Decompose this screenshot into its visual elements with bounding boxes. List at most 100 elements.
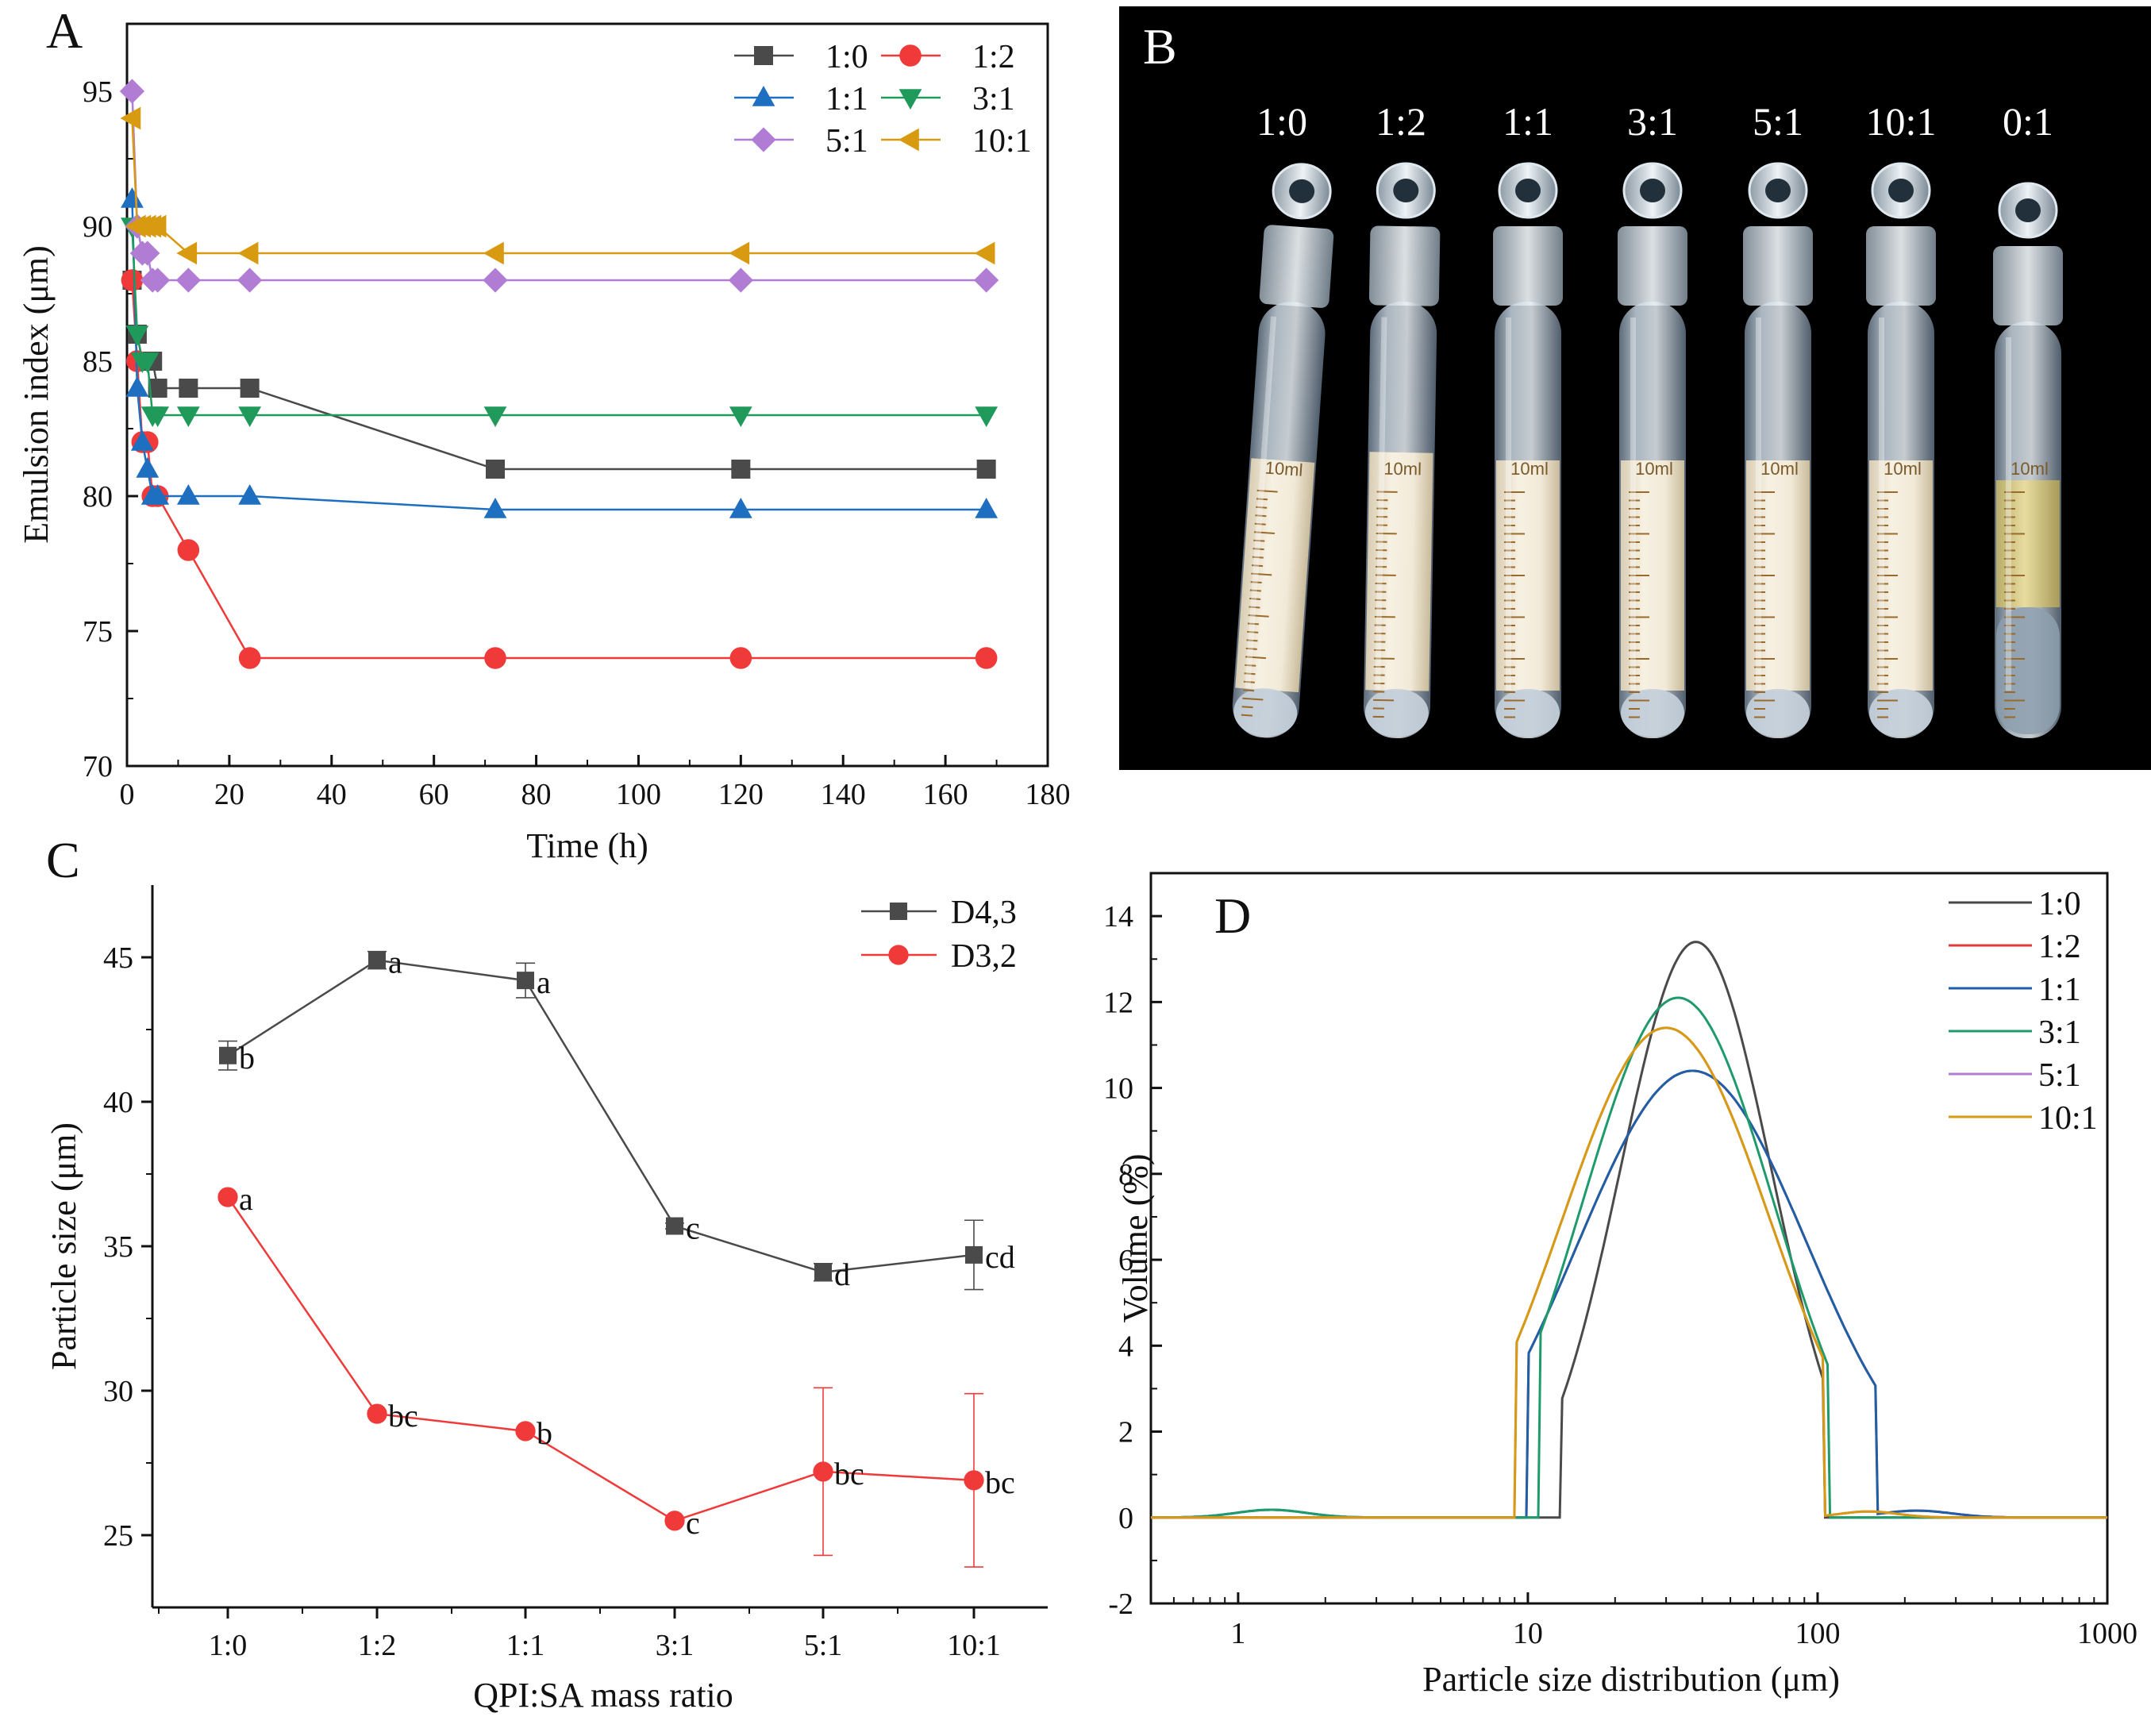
data-point xyxy=(729,498,752,518)
legend-label: 1:2 xyxy=(972,39,1015,75)
graduation-mark xyxy=(1256,489,1278,493)
y-tick-label: 12 xyxy=(1103,986,1133,1019)
volume-label: 10ml xyxy=(1264,458,1303,480)
data-point xyxy=(965,1245,983,1264)
y-tick-label: 14 xyxy=(1103,900,1133,933)
stopper-neck xyxy=(1493,226,1563,306)
y-tick-label: 6 xyxy=(1118,1244,1133,1277)
tube-label: 1:0 xyxy=(1256,99,1307,144)
data-point xyxy=(731,460,751,479)
data-point xyxy=(145,268,171,293)
y-tick-label: 95 xyxy=(83,75,113,109)
stopper-neck xyxy=(1866,226,1936,306)
data-point xyxy=(238,406,262,427)
significance-letter: b xyxy=(537,1415,552,1451)
panel-a-legend: 1:0 1:2 1:1 3:1 5:1 10:1 xyxy=(734,39,1032,160)
volume-label: 10ml xyxy=(1884,459,1922,479)
x-tick-label: 120 xyxy=(718,778,764,811)
significance-letter: bc xyxy=(834,1456,864,1492)
data-point xyxy=(976,460,996,479)
panel-b-label: B xyxy=(1143,18,1177,75)
data-point xyxy=(145,214,167,238)
y-tick-label: 80 xyxy=(83,480,113,514)
test-tube: 10ml xyxy=(1618,162,1687,738)
data-point xyxy=(975,406,999,427)
test-tube: 10ml xyxy=(1866,162,1936,738)
stopper-neck xyxy=(1618,226,1687,306)
aqueous-layer xyxy=(1869,689,1933,737)
oil-layer xyxy=(1996,480,2060,607)
data-point xyxy=(975,647,998,669)
data-point xyxy=(136,352,160,373)
graduation-mark xyxy=(1241,706,1253,709)
data-point xyxy=(813,1461,833,1482)
legend-marker xyxy=(899,44,922,67)
legend-marker xyxy=(752,86,775,106)
panel-d-label: D xyxy=(1214,887,1251,944)
x-tick-label: 1:2 xyxy=(358,1629,397,1662)
data-point xyxy=(125,376,149,397)
data-point xyxy=(238,484,262,505)
data-point xyxy=(177,539,200,561)
stopper-neck xyxy=(1259,225,1334,308)
significance-letter: b xyxy=(239,1040,255,1076)
graduation-mark xyxy=(1249,606,1260,609)
graduation-mark xyxy=(1241,714,1253,717)
stopper-hole xyxy=(1515,179,1541,202)
y-tick-label: 8 xyxy=(1118,1158,1133,1191)
data-point xyxy=(483,498,507,518)
data-point xyxy=(486,460,505,479)
series-line-1:1 xyxy=(1151,1069,2107,1519)
legend-label: 3:1 xyxy=(2038,1014,2081,1051)
y-tick-label: -2 xyxy=(1108,1588,1133,1621)
legend-label: 3:1 xyxy=(972,81,1015,117)
graduation-mark xyxy=(1243,680,1255,683)
data-point xyxy=(729,406,752,427)
series-line-1:0 xyxy=(131,279,987,471)
legend-label: D4,3 xyxy=(951,895,1017,931)
x-tick-label: 160 xyxy=(923,778,968,811)
tube-label: 10:1 xyxy=(1866,99,1937,144)
data-point xyxy=(238,647,261,669)
test-tube: 10ml xyxy=(1743,162,1813,738)
panel-c-legend: D4,3 D3,2 xyxy=(861,895,1017,975)
graduation-mark xyxy=(1245,656,1267,660)
data-point xyxy=(964,1470,984,1491)
legend-marker xyxy=(751,127,776,152)
test-tubes: 1:0 10ml 1:2 10ml 1:1 10ml 3:1 10ml 5:1 10ml 10:1 1… xyxy=(1232,99,2063,738)
legend-label: 5:1 xyxy=(2038,1057,2081,1094)
series-line-3:1 xyxy=(1151,996,2107,1519)
glass-highlight xyxy=(1756,318,1761,691)
stopper-neck xyxy=(1743,226,1813,306)
data-point xyxy=(121,187,144,208)
data-point xyxy=(483,406,507,427)
legend-label: 1:2 xyxy=(2038,929,2081,965)
graduation-mark xyxy=(1253,531,1276,535)
series-line-D4,3 xyxy=(227,959,975,1274)
legend-label: 1:1 xyxy=(825,81,868,117)
data-point xyxy=(175,268,201,293)
panel-a-label: A xyxy=(46,2,83,59)
y-tick-label: 2 xyxy=(1118,1416,1133,1449)
data-point xyxy=(217,1187,238,1207)
aqueous-layer xyxy=(1233,688,1298,737)
data-point xyxy=(484,647,506,669)
data-point xyxy=(664,1511,685,1531)
data-point xyxy=(483,241,504,265)
x-tick-label: 1:0 xyxy=(209,1629,248,1662)
stopper-hole xyxy=(2015,198,2041,222)
data-point xyxy=(176,406,200,427)
significance-letter: c xyxy=(686,1211,700,1246)
significance-letter: a xyxy=(388,945,402,980)
data-point xyxy=(368,951,386,969)
data-point xyxy=(237,241,259,265)
y-tick-label: 40 xyxy=(103,1086,133,1119)
panel-c-ticks: 1:0 1:2 1:1 3:1 5:1 10:1 25 30 35 40 45 xyxy=(103,941,1001,1662)
graduation-mark xyxy=(1256,498,1268,501)
graduation-mark xyxy=(1255,514,1267,518)
data-point xyxy=(483,268,508,293)
x-tick-label: 0 xyxy=(120,778,135,811)
data-point xyxy=(367,1403,387,1424)
graduation-mark xyxy=(1248,614,1269,618)
